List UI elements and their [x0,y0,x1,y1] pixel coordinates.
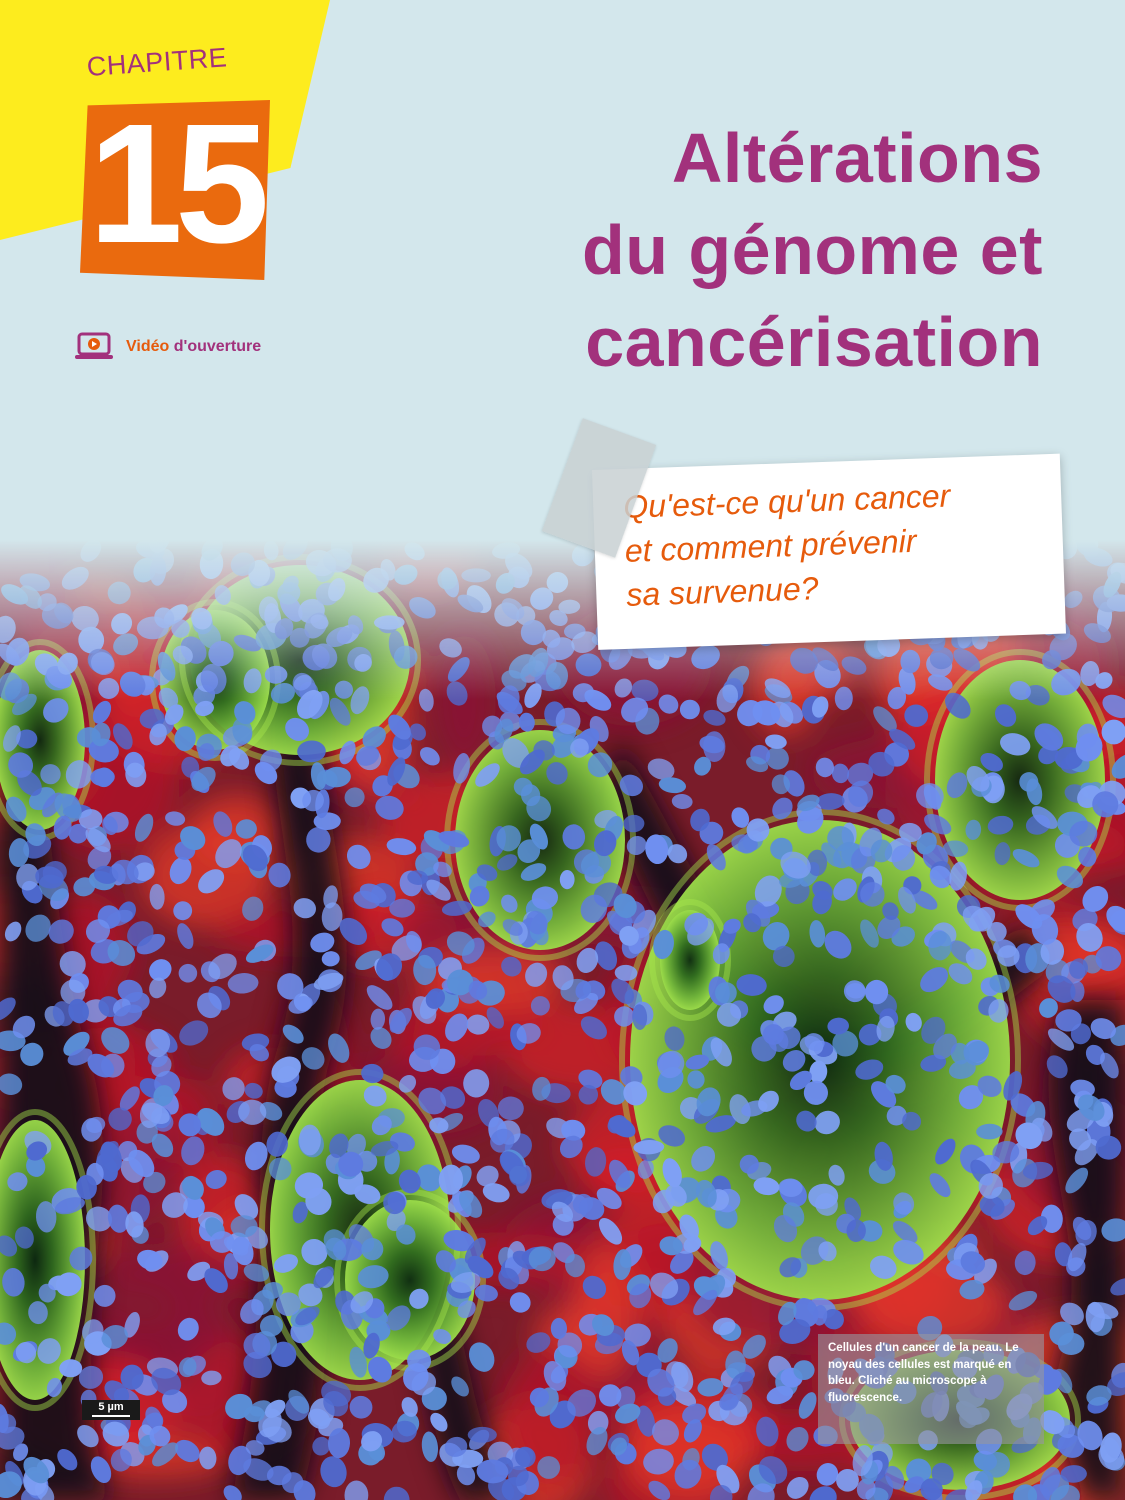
scale-label: 5 µm [98,1401,124,1413]
video-link[interactable]: Vidéo d'ouverture [74,332,261,362]
video-play-icon [75,332,113,359]
question-card: Qu'est-ce qu'un cancer et comment préven… [592,453,1066,650]
title-line: du génome et [581,211,1043,289]
caption-text: Cellules d'un cancer de la peau. Le noya… [828,1342,1019,1404]
video-link-label: Vidéo d'ouverture [126,338,262,355]
chapter-number: 15 [88,89,269,279]
scale-line [92,1415,130,1417]
image-caption: Cellules d'un cancer de la peau. Le noya… [818,1334,1044,1444]
chapter-number-box: 15 [80,100,270,280]
scale-bar: 5 µm [82,1400,140,1420]
chapter-question: Qu'est-ce qu'un cancer et comment préven… [622,477,951,613]
chapter-title: Altérations du génome et cancérisation [443,112,1043,388]
title-line: cancérisation [585,303,1043,381]
title-line: Altérations [671,119,1043,197]
